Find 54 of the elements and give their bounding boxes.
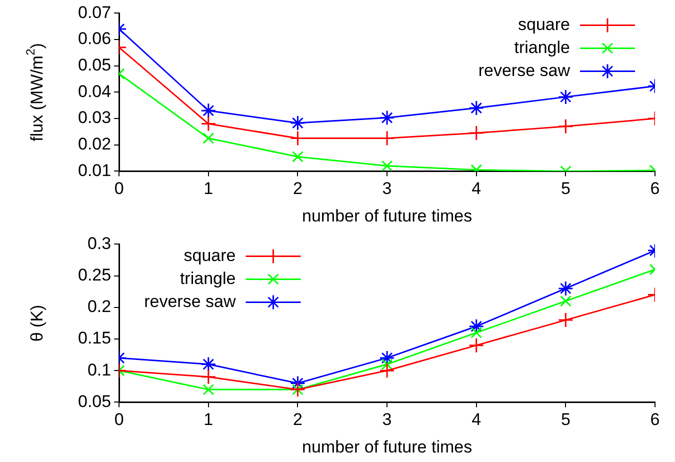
x-tick-label: 3 (382, 410, 392, 430)
point (200, 369, 216, 385)
point (200, 102, 216, 118)
point (381, 358, 393, 370)
y-tick-label: 0.25 (78, 265, 112, 284)
point (558, 280, 574, 296)
point (381, 160, 393, 172)
y-tick-label: 0.15 (78, 328, 112, 348)
x-tick-label: 6 (650, 179, 660, 198)
point (379, 362, 395, 378)
x-tick-label: 2 (292, 179, 302, 198)
point (560, 295, 572, 307)
x-tick-label: 2 (292, 410, 302, 430)
point (292, 151, 304, 162)
x-tick-label: 6 (650, 410, 660, 430)
y-tick-label: 0.03 (78, 108, 112, 128)
y-tick-label: 0.2 (87, 297, 112, 316)
legend-label: square (184, 246, 236, 265)
x-tick-label: 5 (560, 179, 570, 198)
legend-label: square (518, 14, 570, 34)
x-tick-label: 1 (204, 179, 214, 198)
y-tick-label: 0.07 (78, 2, 112, 22)
x-tick-label: 0 (114, 410, 124, 430)
x-axis-title: number of future times (302, 437, 472, 456)
y-tick-label: 0.3 (87, 234, 112, 253)
legend-label: reverse saw (478, 60, 571, 80)
point (379, 110, 395, 126)
y-tick-label: 0.06 (78, 29, 112, 48)
point (200, 356, 216, 372)
point (200, 116, 216, 132)
y-tick-label: 0.01 (78, 160, 112, 180)
y-tick-label: 0.1 (87, 360, 112, 380)
point (558, 312, 574, 328)
x-tick-label: 0 (114, 179, 124, 198)
y-axis-title: flux (MW/m2) (23, 43, 47, 142)
legend-label: triangle (180, 268, 236, 288)
legend-label: reverse saw (144, 292, 236, 311)
point (290, 115, 306, 131)
x-tick-label: 3 (382, 179, 392, 198)
y-tick-label: 0.05 (78, 392, 112, 411)
point (202, 384, 214, 396)
x-tick-label: 4 (472, 410, 482, 430)
x-tick-label: 4 (472, 179, 482, 198)
point (202, 132, 214, 144)
point (468, 338, 484, 354)
x-tick-label: 5 (560, 410, 570, 430)
legend-label: triangle (514, 38, 570, 57)
point (470, 326, 482, 338)
y-tick-label: 0.02 (78, 134, 112, 154)
y-axis-title: θ (K) (28, 304, 47, 342)
y-tick-label: 0.04 (78, 82, 112, 101)
y-tick-label: 0.05 (78, 56, 112, 75)
x-tick-label: 1 (204, 410, 214, 430)
x-axis-title: number of future times (302, 206, 472, 226)
